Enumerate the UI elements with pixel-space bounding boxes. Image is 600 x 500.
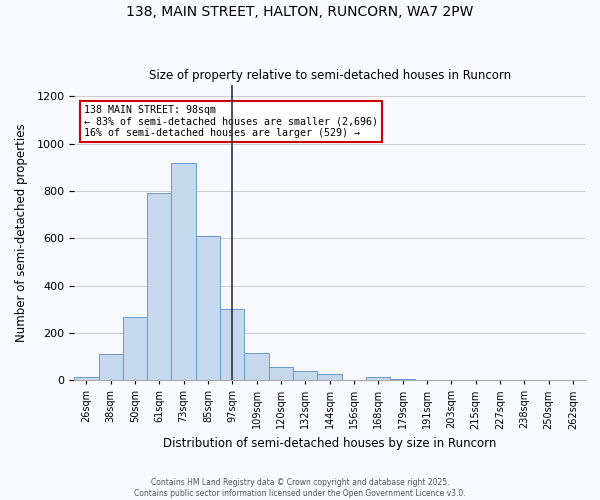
Bar <box>74 376 98 380</box>
Title: Size of property relative to semi-detached houses in Runcorn: Size of property relative to semi-detach… <box>149 69 511 82</box>
Bar <box>366 376 391 380</box>
Text: Contains HM Land Registry data © Crown copyright and database right 2025.
Contai: Contains HM Land Registry data © Crown c… <box>134 478 466 498</box>
X-axis label: Distribution of semi-detached houses by size in Runcorn: Distribution of semi-detached houses by … <box>163 437 496 450</box>
Text: 138, MAIN STREET, HALTON, RUNCORN, WA7 2PW: 138, MAIN STREET, HALTON, RUNCORN, WA7 2… <box>127 5 473 19</box>
Bar <box>269 367 293 380</box>
Bar <box>220 309 244 380</box>
Bar <box>123 318 147 380</box>
Bar <box>172 162 196 380</box>
Bar <box>317 374 342 380</box>
Y-axis label: Number of semi-detached properties: Number of semi-detached properties <box>15 123 28 342</box>
Bar <box>293 370 317 380</box>
Text: 138 MAIN STREET: 98sqm
← 83% of semi-detached houses are smaller (2,696)
16% of : 138 MAIN STREET: 98sqm ← 83% of semi-det… <box>85 105 379 138</box>
Bar <box>196 236 220 380</box>
Bar <box>244 353 269 380</box>
Bar <box>147 194 172 380</box>
Bar <box>98 354 123 380</box>
